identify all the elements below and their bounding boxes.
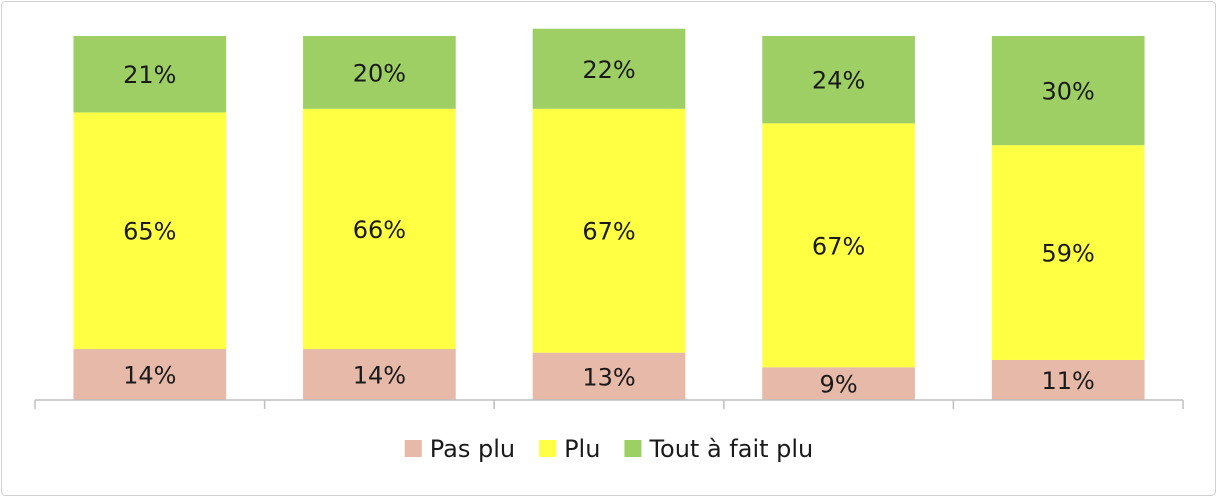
value-label: 14% (353, 362, 406, 390)
bar-segment (991, 36, 1145, 146)
value-label: 30% (1042, 78, 1095, 106)
bar-segment (532, 28, 686, 109)
value-label: 65% (123, 218, 176, 246)
value-label: 21% (123, 61, 176, 89)
value-label: 59% (1042, 240, 1095, 268)
bar-segment (303, 108, 456, 350)
bar-segment (303, 349, 456, 400)
value-label: 11% (1042, 367, 1095, 395)
bar-segment (762, 36, 915, 124)
bar-segment (991, 145, 1145, 360)
bar-segment (532, 352, 686, 400)
value-label: 67% (812, 232, 865, 260)
legend-label: Tout à fait plu (648, 435, 813, 463)
value-label: 66% (353, 216, 406, 244)
bar-segment (303, 36, 456, 109)
bar-segment (73, 36, 227, 113)
bar-segment (991, 359, 1145, 400)
value-label: 20% (353, 59, 406, 87)
bar-segment (73, 112, 227, 350)
legend-swatch (624, 440, 642, 457)
legend-label: Pas plu (430, 435, 515, 463)
bar-segment (532, 108, 686, 353)
value-label: 13% (582, 363, 635, 391)
legend-label: Plu (564, 435, 600, 463)
bar-segment (762, 123, 915, 368)
legend-swatch (404, 440, 422, 457)
legend-swatch (539, 440, 557, 457)
value-label: 22% (582, 56, 635, 84)
value-label: 67% (582, 218, 635, 246)
value-label: 14% (123, 362, 176, 390)
value-label: 24% (812, 67, 865, 95)
value-label: 9% (820, 371, 858, 399)
bar-segment (762, 367, 915, 400)
bar-segment (73, 349, 227, 400)
